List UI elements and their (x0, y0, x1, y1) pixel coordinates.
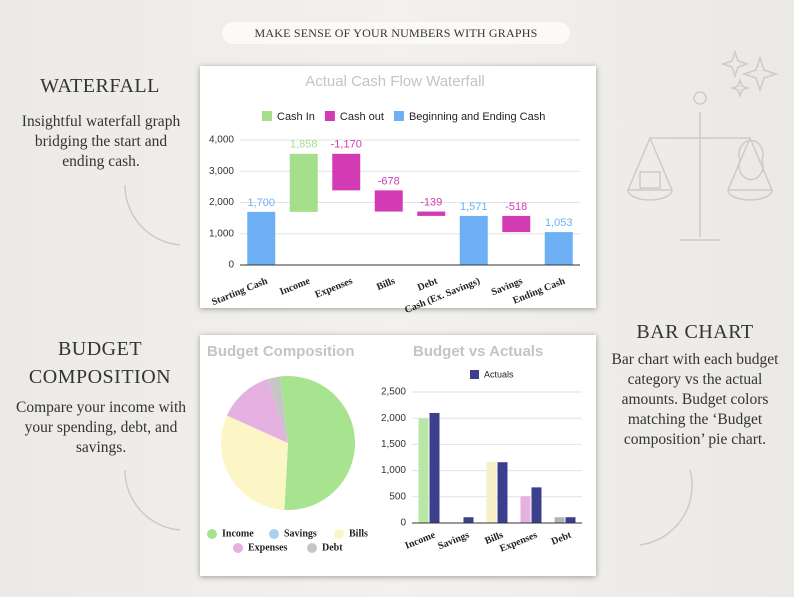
legend-swatch (269, 529, 279, 539)
y-tick-label: 0 (400, 518, 406, 529)
bar (332, 153, 361, 191)
bar (554, 517, 565, 523)
y-tick-label: 1,000 (209, 228, 234, 239)
y-tick-label: 2,000 (381, 413, 406, 424)
legend-label: Beginning and Ending Cash (409, 111, 545, 123)
bar (374, 190, 403, 212)
legend-label: Savings (284, 528, 317, 539)
data-label: -1,170 (331, 139, 362, 151)
legend-swatch (262, 111, 272, 121)
y-tick-label: 2,000 (209, 197, 234, 208)
section-text: Compare your income with your spending, … (15, 399, 187, 456)
legend-label: Debt (322, 542, 343, 553)
bar (463, 517, 474, 523)
chart-title: Budget vs Actuals (413, 343, 543, 360)
bar (502, 215, 531, 233)
legend-label: Actuals (484, 369, 514, 379)
data-label: 1,700 (247, 197, 275, 209)
legend-swatch (207, 529, 217, 539)
chart-title: Actual Cash Flow Waterfall (305, 73, 485, 90)
bar (418, 418, 429, 523)
banner: MAKE SENSE OF YOUR NUMBERS WITH GRAPHS (222, 22, 570, 44)
legend-swatch (233, 543, 243, 553)
data-label: -518 (505, 201, 527, 213)
legend-swatch (393, 111, 404, 121)
decoration (124, 49, 779, 546)
data-label: -678 (378, 175, 400, 187)
pie-slice (268, 376, 288, 443)
bar (459, 215, 488, 265)
bar (289, 153, 318, 212)
pie-slice (226, 379, 288, 443)
bar (531, 487, 542, 523)
bar (520, 496, 531, 523)
legend-label: Income (222, 528, 254, 539)
section-heading: WATERFALL (40, 75, 160, 97)
bar (497, 462, 508, 523)
legend-swatch (334, 529, 344, 539)
bar (544, 232, 573, 265)
data-label: 1,571 (460, 201, 488, 213)
bar (565, 517, 576, 523)
waterfall-card (200, 66, 596, 308)
y-tick-label: 0 (228, 260, 234, 271)
data-label: -139 (420, 196, 442, 208)
bar (247, 211, 276, 265)
bar (429, 412, 440, 523)
y-tick-label: 500 (389, 491, 406, 502)
section-text: Bar chart with each budget category vs t… (611, 351, 779, 448)
legend-label: Bills (349, 528, 368, 539)
data-label: 1,053 (545, 217, 573, 229)
legend-swatch (324, 111, 335, 121)
y-tick-label: 4,000 (209, 135, 234, 146)
chart-title: Budget Composition (207, 343, 354, 360)
pie-slice (279, 375, 356, 510)
bar (417, 211, 446, 216)
legend-swatch (470, 370, 479, 379)
section-heading: BAR CHART (636, 321, 754, 343)
y-tick-label: 1,500 (381, 439, 406, 450)
data-label: 1,858 (290, 139, 318, 151)
y-tick-label: 1,000 (381, 465, 406, 476)
pie-slice (221, 415, 288, 510)
legend-label: Cash out (340, 111, 384, 123)
legend-label: Expenses (248, 542, 288, 553)
legend-swatch (307, 543, 317, 553)
section-heading: BUDGET COMPOSITION (28, 338, 172, 388)
y-tick-label: 3,000 (209, 166, 234, 177)
y-tick-label: 2,500 (381, 387, 406, 398)
bar (486, 461, 497, 523)
section-text: Insightful waterfall graph bridging the … (21, 113, 181, 170)
legend-label: Cash In (277, 111, 315, 123)
